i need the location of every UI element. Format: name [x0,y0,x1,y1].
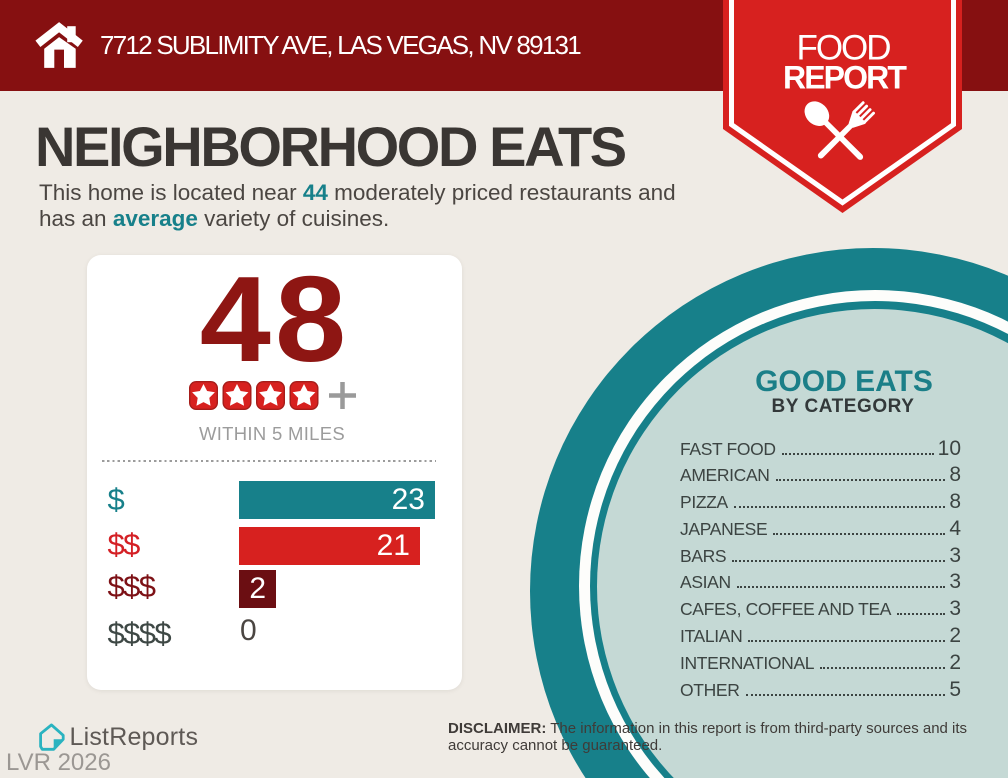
svg-text:REPORT: REPORT [783,60,907,96]
svg-text:FOOD: FOOD [796,29,890,68]
